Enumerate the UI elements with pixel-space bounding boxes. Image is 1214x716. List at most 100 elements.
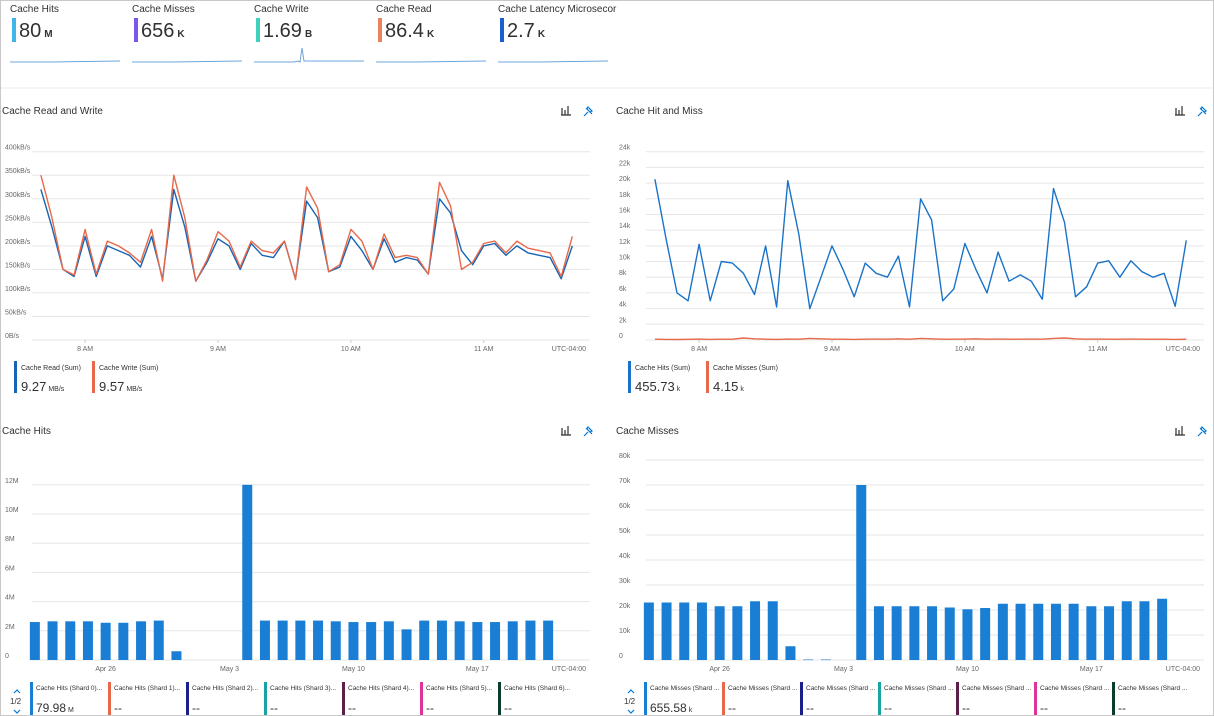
bar <box>153 620 164 660</box>
legend-name: Cache Misses (Shard ... <box>962 685 1032 692</box>
explore-icon[interactable] <box>561 426 571 436</box>
legend-total: -- <box>504 701 512 715</box>
pin-icon[interactable] <box>1197 425 1208 437</box>
legend-total: 79.98 <box>36 701 66 715</box>
chart-title: Cache Read and Write <box>2 106 103 117</box>
x-tick-label: May 17 <box>466 666 489 673</box>
legend-name: Cache Misses (Shard ... <box>884 685 954 692</box>
tile-title: Cache Misses <box>132 4 195 15</box>
tile-sparkline <box>132 60 243 63</box>
tile-sparkline <box>376 60 487 63</box>
tile-unit: K <box>538 29 546 40</box>
explore-icon[interactable] <box>1175 106 1185 116</box>
y-tick-label: 200kB/s <box>5 239 31 246</box>
y-tick-label: 8k <box>619 270 627 277</box>
tile-title: Cache Read <box>376 4 432 15</box>
bar <box>1086 606 1097 660</box>
bar <box>47 621 58 660</box>
metric-tile: Cache Latency Microsecor 2.7 K <box>498 4 617 63</box>
bar <box>909 606 920 660</box>
legend-name: Cache Write (Sum) <box>99 365 158 372</box>
y-tick-label: 8M <box>5 536 15 543</box>
y-tick-label: 300kB/s <box>5 192 31 199</box>
bar <box>348 622 359 660</box>
x-tick-label: 11 AM <box>474 346 493 353</box>
legend-total: -- <box>114 701 122 715</box>
legend-name: Cache Misses (Shard ... <box>650 685 720 692</box>
x-tick-label: 9 AM <box>210 346 226 353</box>
bar <box>525 620 536 660</box>
bar <box>820 659 831 661</box>
legend-total: -- <box>728 701 736 715</box>
legend-name: Cache Read (Sum) <box>21 365 81 372</box>
legend-total: -- <box>884 701 892 715</box>
y-tick-label: 0 <box>619 333 623 340</box>
tile-color-bar <box>134 18 138 42</box>
series-line <box>654 179 1187 310</box>
bar <box>997 603 1008 660</box>
bar <box>856 485 867 660</box>
legend-total: 9.57 <box>99 379 124 394</box>
bar <box>944 607 955 660</box>
tile-sparkline <box>498 60 609 63</box>
legend-name: Cache Hits (Shard 4)... <box>348 685 414 692</box>
series-line <box>40 188 573 282</box>
y-tick-label: 0 <box>619 653 623 660</box>
legend-swatch <box>30 682 33 715</box>
bar <box>259 620 270 660</box>
tile-title: Cache Hits <box>10 4 59 15</box>
y-tick-label: 6k <box>619 286 627 293</box>
pager-down[interactable] <box>13 709 21 714</box>
tile-color-bar <box>378 18 382 42</box>
y-tick-label: 20k <box>619 603 631 610</box>
bar <box>1015 603 1026 660</box>
pin-icon[interactable] <box>583 105 594 117</box>
legend-swatch <box>342 682 345 715</box>
bar <box>472 622 483 660</box>
pin-icon[interactable] <box>1197 105 1208 117</box>
y-tick-label: 100kB/s <box>5 286 31 293</box>
legend-total: -- <box>348 701 356 715</box>
timezone-label: UTC-04:00 <box>552 666 586 673</box>
bar <box>419 620 430 660</box>
x-tick-label: May 10 <box>342 666 365 673</box>
bar <box>661 602 672 660</box>
explore-icon[interactable] <box>1175 426 1185 436</box>
pager-up[interactable] <box>13 689 21 694</box>
bar <box>1121 601 1132 660</box>
bar <box>383 621 394 660</box>
pin-icon[interactable] <box>583 425 594 437</box>
legend-name: Cache Hits (Shard 1)... <box>114 685 180 692</box>
bar <box>330 621 341 660</box>
legend-unit: M <box>68 707 74 714</box>
pager-up[interactable] <box>627 689 635 694</box>
legend-name: Cache Hits (Shard 3)... <box>270 685 336 692</box>
y-tick-label: 12k <box>619 239 631 246</box>
pager-label: 1/2 <box>624 697 636 706</box>
legend-name: Cache Misses (Sum) <box>713 365 778 372</box>
pager-down[interactable] <box>627 709 635 714</box>
x-tick-label: May 3 <box>834 666 853 673</box>
explore-icon[interactable] <box>561 106 571 116</box>
bar <box>436 620 447 660</box>
y-tick-label: 12M <box>5 478 19 485</box>
y-tick-label: 50kB/s <box>5 309 27 316</box>
x-tick-label: 8 AM <box>691 346 707 353</box>
y-tick-label: 10k <box>619 628 631 635</box>
bar <box>313 620 324 660</box>
tile-color-bar <box>256 18 260 42</box>
bar <box>1104 606 1115 660</box>
legend-total: -- <box>1040 701 1048 715</box>
bar <box>643 602 654 660</box>
y-tick-label: 2M <box>5 624 15 631</box>
x-tick-label: May 10 <box>956 666 979 673</box>
legend-swatch <box>92 361 95 393</box>
timezone-label: UTC-04:00 <box>552 346 586 353</box>
bar <box>714 606 725 660</box>
bar <box>401 629 412 660</box>
x-tick-label: 10 AM <box>341 346 361 353</box>
bar <box>767 601 778 660</box>
x-tick-label: May 3 <box>220 666 239 673</box>
